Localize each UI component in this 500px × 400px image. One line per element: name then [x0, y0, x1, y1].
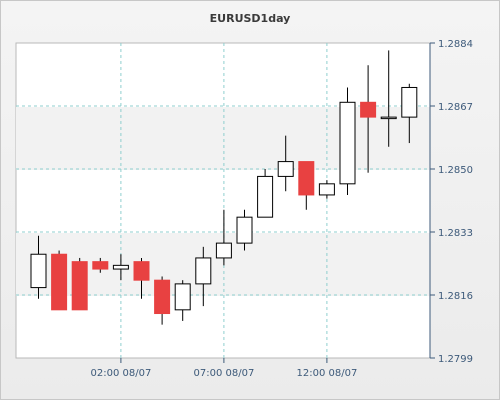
- candle-body: [298, 161, 315, 196]
- tick-label-x: 02:00 08/07: [90, 368, 151, 379]
- candle-body: [51, 253, 68, 311]
- candle-body: [318, 183, 335, 196]
- candle: [133, 257, 150, 299]
- candle-body: [380, 116, 397, 120]
- candle: [318, 180, 335, 199]
- candle-body: [174, 283, 191, 311]
- candle-body: [112, 264, 129, 270]
- candle: [277, 135, 294, 192]
- candle-body: [215, 242, 232, 259]
- tick-label-y: 1.2884: [438, 39, 473, 50]
- tick-label-x: 07:00 08/07: [193, 368, 254, 379]
- candle-body: [277, 161, 294, 177]
- candle-body: [401, 86, 418, 118]
- candle-body: [92, 261, 109, 270]
- tick-label-x: 12:00 08/07: [296, 368, 357, 379]
- candle: [298, 161, 315, 210]
- candle-body: [257, 175, 274, 218]
- x-axis: 02:00 08/07 07:00 08/07 12:00 08/07: [90, 358, 357, 379]
- candle-body: [360, 101, 377, 118]
- candle: [195, 246, 212, 307]
- candle: [92, 257, 109, 273]
- tick-label-y: 1.2816: [438, 291, 473, 302]
- candles: [30, 50, 418, 325]
- candle-body: [195, 257, 212, 285]
- candle: [380, 50, 397, 147]
- candle: [401, 83, 418, 144]
- candle-body: [236, 216, 253, 244]
- candle: [71, 257, 88, 311]
- tick-label-y: 1.2850: [438, 165, 473, 176]
- chart-title: EURUSD1day: [209, 12, 291, 25]
- candle: [236, 209, 253, 251]
- y-axis: 1.2799 1.2816 1.2833 1.2850 1.2867 1.2884: [429, 39, 473, 365]
- candle-body: [133, 261, 150, 281]
- candle: [112, 254, 129, 281]
- candle-body: [339, 101, 356, 185]
- candle-body: [154, 279, 171, 315]
- candle: [51, 250, 68, 311]
- tick-label-y: 1.2867: [438, 102, 473, 113]
- candle: [174, 280, 191, 321]
- candle-body: [30, 253, 47, 289]
- tick-label-y: 1.2833: [438, 228, 473, 239]
- candle-body: [71, 261, 88, 311]
- candle: [360, 65, 377, 173]
- candle: [154, 276, 171, 325]
- candle: [215, 209, 232, 266]
- candle: [339, 87, 356, 195]
- tick-label-y: 1.2799: [438, 354, 473, 365]
- candle: [257, 169, 274, 218]
- candle: [30, 235, 47, 299]
